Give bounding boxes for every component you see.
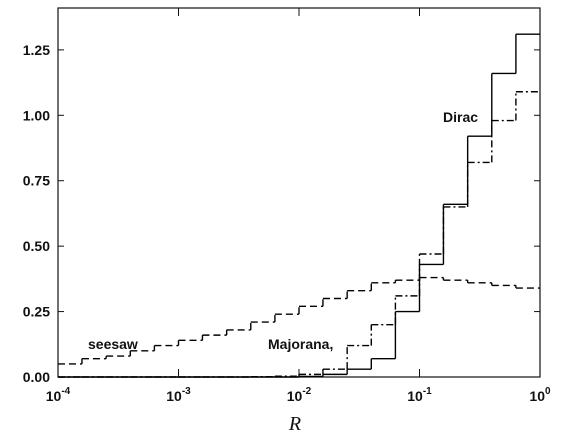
series-label: Dirac — [443, 109, 478, 125]
x-tick-exponent: -4 — [61, 386, 70, 397]
x-tick-exponent: -2 — [302, 386, 311, 397]
y-tick-label: 0.75 — [23, 173, 50, 189]
x-tick-base: 10 — [407, 388, 423, 404]
y-tick-label: 1.00 — [23, 107, 50, 123]
y-tick-label: 0.00 — [23, 369, 50, 385]
x-axis-label: R — [288, 413, 301, 435]
series-label: seesaw — [88, 336, 138, 352]
x-tick-base: 10 — [46, 388, 62, 404]
x-tick-exponent: 0 — [545, 386, 551, 397]
y-tick-label: 0.25 — [23, 304, 50, 320]
x-tick-label: 10-4 — [46, 386, 71, 404]
x-tick-base: 10 — [529, 388, 545, 404]
x-tick-label: 10-2 — [287, 386, 312, 404]
x-tick-label: 100 — [529, 386, 551, 404]
x-tick-label: 10-3 — [166, 386, 191, 404]
x-tick-base: 10 — [166, 388, 182, 404]
x-tick-base: 10 — [287, 388, 303, 404]
y-tick-label: 0.50 — [23, 238, 50, 254]
series-label: Majorana, — [268, 336, 333, 352]
x-tick-label: 10-1 — [407, 386, 432, 404]
x-tick-exponent: -3 — [182, 386, 191, 397]
x-tick-exponent: -1 — [423, 386, 432, 397]
y-tick-label: 1.25 — [23, 42, 50, 58]
